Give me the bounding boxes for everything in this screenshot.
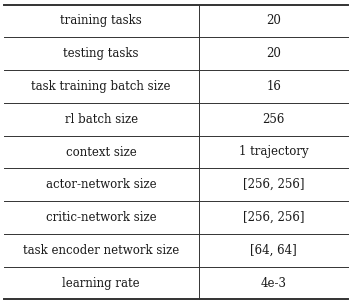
Text: [256, 256]: [256, 256] (243, 178, 304, 191)
Text: critic-network size: critic-network size (46, 211, 157, 224)
Text: rl batch size: rl batch size (65, 113, 138, 126)
Text: actor-network size: actor-network size (46, 178, 157, 191)
Text: context size: context size (66, 146, 137, 158)
Text: 20: 20 (266, 15, 281, 27)
Text: task training batch size: task training batch size (31, 80, 171, 93)
Text: 256: 256 (263, 113, 285, 126)
Text: testing tasks: testing tasks (63, 47, 139, 60)
Text: 20: 20 (266, 47, 281, 60)
Text: task encoder network size: task encoder network size (23, 244, 179, 257)
Text: 1 trajectory: 1 trajectory (239, 146, 308, 158)
Text: [64, 64]: [64, 64] (250, 244, 297, 257)
Text: learning rate: learning rate (62, 277, 140, 289)
Text: 16: 16 (266, 80, 281, 93)
Text: training tasks: training tasks (60, 15, 142, 27)
Text: [256, 256]: [256, 256] (243, 211, 304, 224)
Text: 4e-3: 4e-3 (261, 277, 287, 289)
